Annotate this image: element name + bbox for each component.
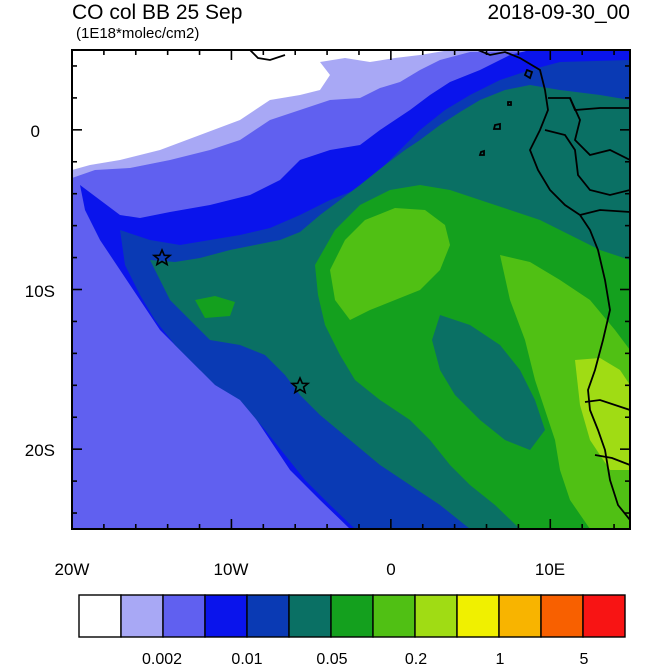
colorbar-box — [498, 594, 542, 638]
axis-labels: 20W 10W 0 10E 0 10S 20S — [25, 122, 565, 579]
colorbar-box — [414, 594, 458, 638]
lon-label-10e: 10E — [535, 560, 565, 579]
colorbar-box — [540, 594, 584, 638]
island-4 — [507, 101, 512, 106]
country-border-5 — [584, 399, 630, 411]
lat-label-20s: 20S — [25, 441, 55, 460]
lon-label-10w: 10W — [214, 560, 249, 579]
plot-date: 2018-09-30_00 — [487, 1, 630, 24]
colorbar-label-0: 0.002 — [142, 651, 182, 667]
colorbar-box — [162, 594, 206, 638]
star-marker-south — [289, 375, 311, 395]
colorbar-label-2: 0.05 — [316, 651, 347, 667]
colorbar — [78, 594, 626, 638]
star-marker-north — [151, 247, 173, 267]
colorbar-label-3: 0.2 — [405, 651, 427, 667]
colorbar-box — [456, 594, 500, 638]
colorbar-box — [330, 594, 374, 638]
lon-label-20w: 20W — [55, 560, 90, 579]
contour-teal-intrusion — [432, 315, 545, 450]
northern-coast — [249, 50, 286, 61]
contour-level-7-east — [500, 255, 630, 529]
coastline-layer — [249, 50, 630, 521]
country-border-4 — [579, 209, 630, 216]
colorbar-box — [582, 594, 626, 638]
axis-ticks — [71, 50, 630, 529]
country-border-6 — [594, 454, 630, 466]
colorbar-box — [120, 594, 164, 638]
country-border-2 — [569, 97, 630, 161]
map-field — [72, 50, 630, 529]
colorbar-label-5: 5 — [580, 651, 589, 667]
colorbar-label-4: 1 — [496, 651, 505, 667]
contour-level-7 — [330, 208, 450, 320]
plot-title: CO col BB 25 Sep — [72, 1, 243, 24]
island-3 — [478, 149, 485, 156]
markers — [151, 247, 311, 395]
colorbar-box — [372, 594, 416, 638]
colorbar-box — [204, 594, 248, 638]
lat-label-10s: 10S — [25, 282, 55, 301]
island-1 — [523, 68, 534, 80]
colorbar-labels: 0.002 0.01 0.05 0.2 1 5 — [142, 651, 589, 667]
colorbar-box — [246, 594, 290, 638]
colorbar-box — [288, 594, 332, 638]
plot-units: (1E18*molec/cm2) — [76, 25, 200, 42]
lon-label-0: 0 — [386, 560, 395, 579]
country-border-3 — [544, 129, 630, 196]
island-2 — [492, 122, 501, 130]
colorbar-box — [78, 594, 122, 638]
colorbar-label-1: 0.01 — [231, 651, 262, 667]
africa-coastline — [477, 50, 630, 521]
lat-label-0: 0 — [31, 122, 40, 141]
contour-level-6-patch — [195, 296, 235, 318]
